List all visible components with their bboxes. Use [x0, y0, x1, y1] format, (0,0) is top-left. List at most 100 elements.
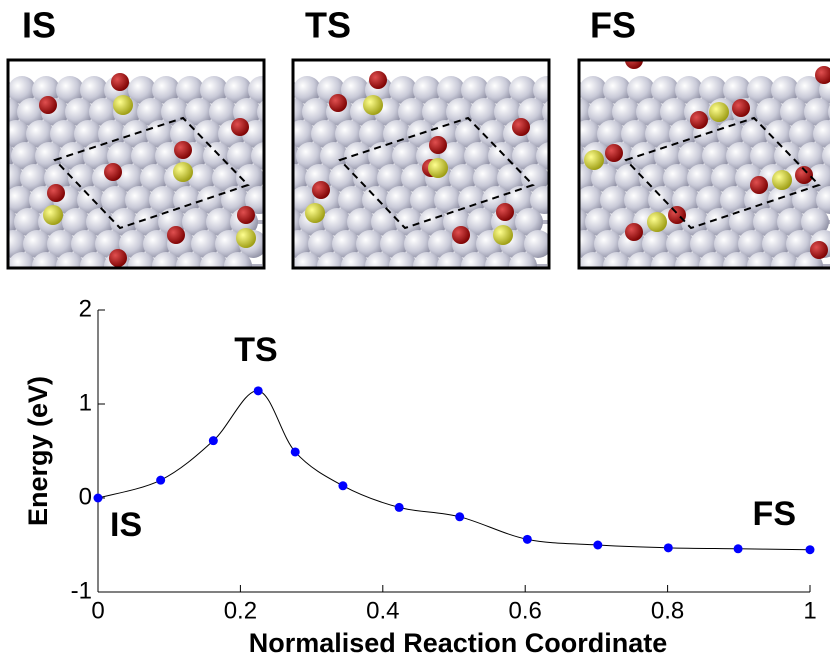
atom	[113, 95, 133, 115]
atom	[111, 73, 129, 91]
data-point	[94, 494, 103, 503]
structure-image	[0, 60, 295, 280]
atom	[0, 230, 3, 258]
atom	[810, 241, 828, 259]
atom	[709, 102, 729, 122]
atom	[47, 184, 65, 202]
atom	[109, 249, 127, 267]
atom	[389, 252, 417, 280]
data-point	[209, 436, 218, 445]
atom	[603, 252, 631, 280]
atom	[413, 252, 441, 280]
data-point	[734, 544, 743, 553]
structure-image	[245, 60, 580, 280]
data-point	[156, 476, 165, 485]
atom	[200, 252, 228, 280]
atom	[56, 252, 84, 280]
atom	[772, 170, 792, 190]
data-point	[593, 541, 602, 550]
atom	[651, 252, 679, 280]
panel-label: FS	[590, 5, 636, 46]
data-point	[455, 512, 464, 521]
y-tick-label: 0	[79, 483, 92, 510]
atom	[128, 252, 156, 280]
atom	[305, 203, 325, 223]
y-tick-label: -1	[71, 577, 92, 604]
annotation: IS	[110, 506, 142, 544]
atom	[605, 144, 623, 162]
atom	[627, 252, 655, 280]
atom	[329, 94, 347, 112]
atom	[675, 252, 703, 280]
atom	[428, 158, 448, 178]
annotation: TS	[234, 331, 277, 369]
atom	[647, 212, 667, 232]
atom	[237, 206, 255, 224]
atom	[231, 118, 249, 136]
atom	[236, 228, 256, 248]
energy-curve	[98, 391, 810, 550]
data-point	[806, 545, 815, 554]
atom	[625, 223, 643, 241]
panel-label: TS	[305, 5, 351, 46]
x-tick-label: 1	[803, 597, 816, 624]
atom	[224, 252, 252, 280]
atom	[293, 252, 321, 280]
data-point	[664, 543, 673, 552]
data-point	[254, 386, 263, 395]
atom	[32, 252, 60, 280]
data-point	[291, 447, 300, 456]
atom	[363, 95, 383, 115]
atom	[493, 225, 513, 245]
atom	[104, 163, 122, 181]
atom	[723, 252, 751, 280]
atom	[579, 252, 607, 280]
x-tick-label: 0.6	[509, 597, 542, 624]
atom	[549, 120, 577, 148]
atom	[173, 162, 193, 182]
atom	[341, 252, 369, 280]
atom	[317, 252, 345, 280]
x-axis-title: Normalised Reaction Coordinate	[249, 628, 668, 658]
atom	[509, 252, 537, 280]
atom	[771, 252, 799, 280]
atom	[584, 150, 604, 170]
figure: IS TS FS Normalised Reaction Coordinate …	[0, 0, 830, 664]
atom	[496, 203, 514, 221]
atom	[80, 252, 108, 280]
x-tick-label: 0.8	[651, 597, 684, 624]
atom	[266, 186, 294, 214]
atom	[167, 226, 185, 244]
data-point	[395, 503, 404, 512]
x-tick-label: 0.4	[366, 597, 399, 624]
x-tick-label: 0	[91, 597, 104, 624]
atom	[461, 252, 489, 280]
atom	[429, 136, 447, 154]
atom	[690, 111, 708, 129]
annotation: FS	[753, 495, 796, 533]
atom	[8, 252, 36, 280]
structure-image	[531, 51, 830, 280]
atom	[732, 99, 750, 117]
panel-label: IS	[22, 5, 56, 46]
atom	[152, 252, 180, 280]
x-tick-label: 0.2	[224, 597, 257, 624]
atom	[552, 186, 580, 214]
atom	[452, 226, 470, 244]
atom	[43, 205, 63, 225]
y-axis-title: Energy (eV)	[23, 376, 53, 526]
atom	[699, 252, 727, 280]
atom	[485, 252, 513, 280]
y-tick-label: 1	[79, 389, 92, 416]
atom	[176, 252, 204, 280]
atom	[512, 118, 530, 136]
atom	[747, 252, 775, 280]
atom	[750, 176, 768, 194]
atom	[174, 141, 192, 159]
data-point	[523, 535, 532, 544]
y-tick-label: 2	[79, 295, 92, 322]
atom	[365, 252, 393, 280]
atom	[39, 96, 57, 114]
data-point	[338, 481, 347, 490]
atom	[437, 252, 465, 280]
